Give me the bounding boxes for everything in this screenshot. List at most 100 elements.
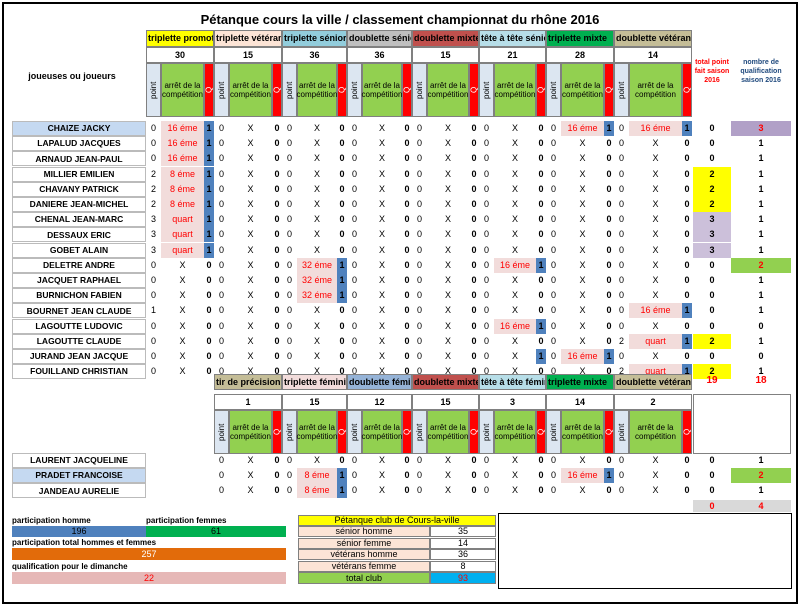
club-row-value: 8 bbox=[430, 560, 496, 572]
cell-q: 0 bbox=[274, 214, 280, 225]
cell-q: 0 bbox=[471, 138, 477, 149]
cell-q: 0 bbox=[339, 305, 345, 316]
cell-q: 0 bbox=[404, 305, 410, 316]
cell-point: 0 bbox=[351, 229, 357, 240]
cell-q: 0 bbox=[274, 335, 280, 346]
cell-q: 0 bbox=[339, 366, 345, 377]
club-row-label: sénior homme bbox=[298, 526, 430, 537]
cell-q: 0 bbox=[471, 320, 477, 331]
cell-point: 0 bbox=[483, 138, 489, 149]
cell-arret: X bbox=[444, 485, 451, 496]
cell-arret: X bbox=[378, 455, 385, 465]
cell-point: 0 bbox=[416, 214, 422, 225]
cell-arret: X bbox=[511, 123, 518, 133]
women-qual-sum: 4 bbox=[731, 500, 791, 512]
cell-point: 0 bbox=[286, 470, 292, 481]
cell-arret: X bbox=[247, 153, 254, 164]
cell-q: 0 bbox=[538, 214, 544, 225]
cell-q: 1 bbox=[682, 121, 692, 136]
cell-q: 1 bbox=[204, 121, 214, 136]
cell-point: 3 bbox=[150, 214, 156, 225]
cell-point: 0 bbox=[618, 455, 624, 465]
cell-q: 0 bbox=[274, 138, 280, 149]
cell-arret: X bbox=[652, 290, 659, 301]
cell-point: 3 bbox=[150, 244, 156, 255]
cell-q: 0 bbox=[606, 290, 612, 301]
q-col-header: Q bbox=[272, 410, 282, 454]
cell-q: 0 bbox=[684, 229, 690, 240]
cell-point: 0 bbox=[351, 305, 357, 316]
part-women-label: participation femmes bbox=[146, 516, 227, 525]
point-col-header: point bbox=[546, 63, 561, 117]
men-total: 2 bbox=[693, 364, 731, 380]
cell-arret: X bbox=[652, 199, 659, 209]
cell-arret: 16 éme bbox=[561, 468, 604, 484]
women-comp-name: tête à tête féminin bbox=[479, 374, 546, 390]
cell-q: 1 bbox=[337, 257, 347, 273]
point-col-header: point bbox=[214, 63, 229, 117]
cell-arret: X bbox=[444, 214, 451, 225]
women-comp-count: 12 bbox=[347, 394, 412, 410]
cell-point: 2 bbox=[150, 183, 156, 194]
cell-point: 0 bbox=[351, 275, 357, 285]
cell-q: 0 bbox=[339, 214, 345, 225]
cell-point: 0 bbox=[218, 138, 224, 149]
cell-point: 0 bbox=[150, 366, 156, 377]
cell-point: 1 bbox=[150, 305, 156, 316]
cell-q: 1 bbox=[204, 197, 214, 212]
cell-arret: X bbox=[444, 290, 451, 301]
men-total: 3 bbox=[693, 212, 731, 228]
cell-point: 0 bbox=[286, 259, 292, 270]
cell-q: 0 bbox=[606, 275, 612, 285]
cell-q: 1 bbox=[536, 257, 546, 273]
top-comp-name: doublette mixte bbox=[412, 30, 479, 47]
cell-q: 0 bbox=[684, 168, 690, 179]
cell-arret: X bbox=[511, 470, 518, 481]
cell-arret: 8 éme bbox=[161, 181, 204, 197]
cell-arret: X bbox=[511, 485, 518, 496]
cell-arret: X bbox=[579, 305, 586, 316]
qual-value: 22 bbox=[12, 572, 286, 584]
men-qual: 2 bbox=[731, 257, 791, 273]
top-comp-name: tête à tête sénior bbox=[479, 30, 546, 47]
cell-point: 0 bbox=[483, 290, 489, 301]
cell-q: 0 bbox=[471, 229, 477, 240]
cell-q: 0 bbox=[538, 335, 544, 346]
cell-q: 0 bbox=[274, 199, 280, 209]
cell-arret: X bbox=[511, 290, 518, 301]
cell-point: 0 bbox=[416, 455, 422, 465]
cell-q: 0 bbox=[606, 214, 612, 225]
cell-arret: X bbox=[313, 229, 320, 240]
q-col-header: Q bbox=[604, 63, 614, 117]
cell-arret: X bbox=[179, 366, 186, 377]
cell-arret: X bbox=[511, 229, 518, 240]
cell-arret: X bbox=[313, 123, 320, 133]
cell-arret: X bbox=[652, 470, 659, 481]
cell-point: 0 bbox=[150, 123, 156, 133]
men-total: 2 bbox=[693, 197, 731, 212]
cell-q: 1 bbox=[536, 349, 546, 364]
cell-point: 0 bbox=[483, 320, 489, 331]
men-qual: 1 bbox=[758, 335, 764, 346]
cell-arret: X bbox=[313, 244, 320, 255]
cell-q: 0 bbox=[538, 138, 544, 149]
women-qual: 1 bbox=[758, 455, 764, 465]
men-row-name: JURAND JEAN JACQUE bbox=[12, 349, 146, 364]
cell-point: 0 bbox=[286, 168, 292, 179]
cell-arret: X bbox=[511, 183, 518, 194]
cell-q: 0 bbox=[606, 366, 612, 377]
club-total-value: 93 bbox=[430, 572, 496, 584]
cell-q: 1 bbox=[337, 483, 347, 499]
cell-arret: X bbox=[579, 244, 586, 255]
cell-point: 2 bbox=[150, 168, 156, 179]
cell-arret: X bbox=[378, 153, 385, 164]
cell-arret: X bbox=[179, 275, 186, 285]
cell-q: 0 bbox=[471, 290, 477, 301]
cell-q: 0 bbox=[339, 199, 345, 209]
cell-point: 3 bbox=[150, 229, 156, 240]
men-total: 0 bbox=[709, 138, 715, 149]
women-comp-name: triplette féminine bbox=[282, 374, 347, 390]
cell-arret: X bbox=[652, 244, 659, 255]
cell-arret: X bbox=[313, 168, 320, 179]
